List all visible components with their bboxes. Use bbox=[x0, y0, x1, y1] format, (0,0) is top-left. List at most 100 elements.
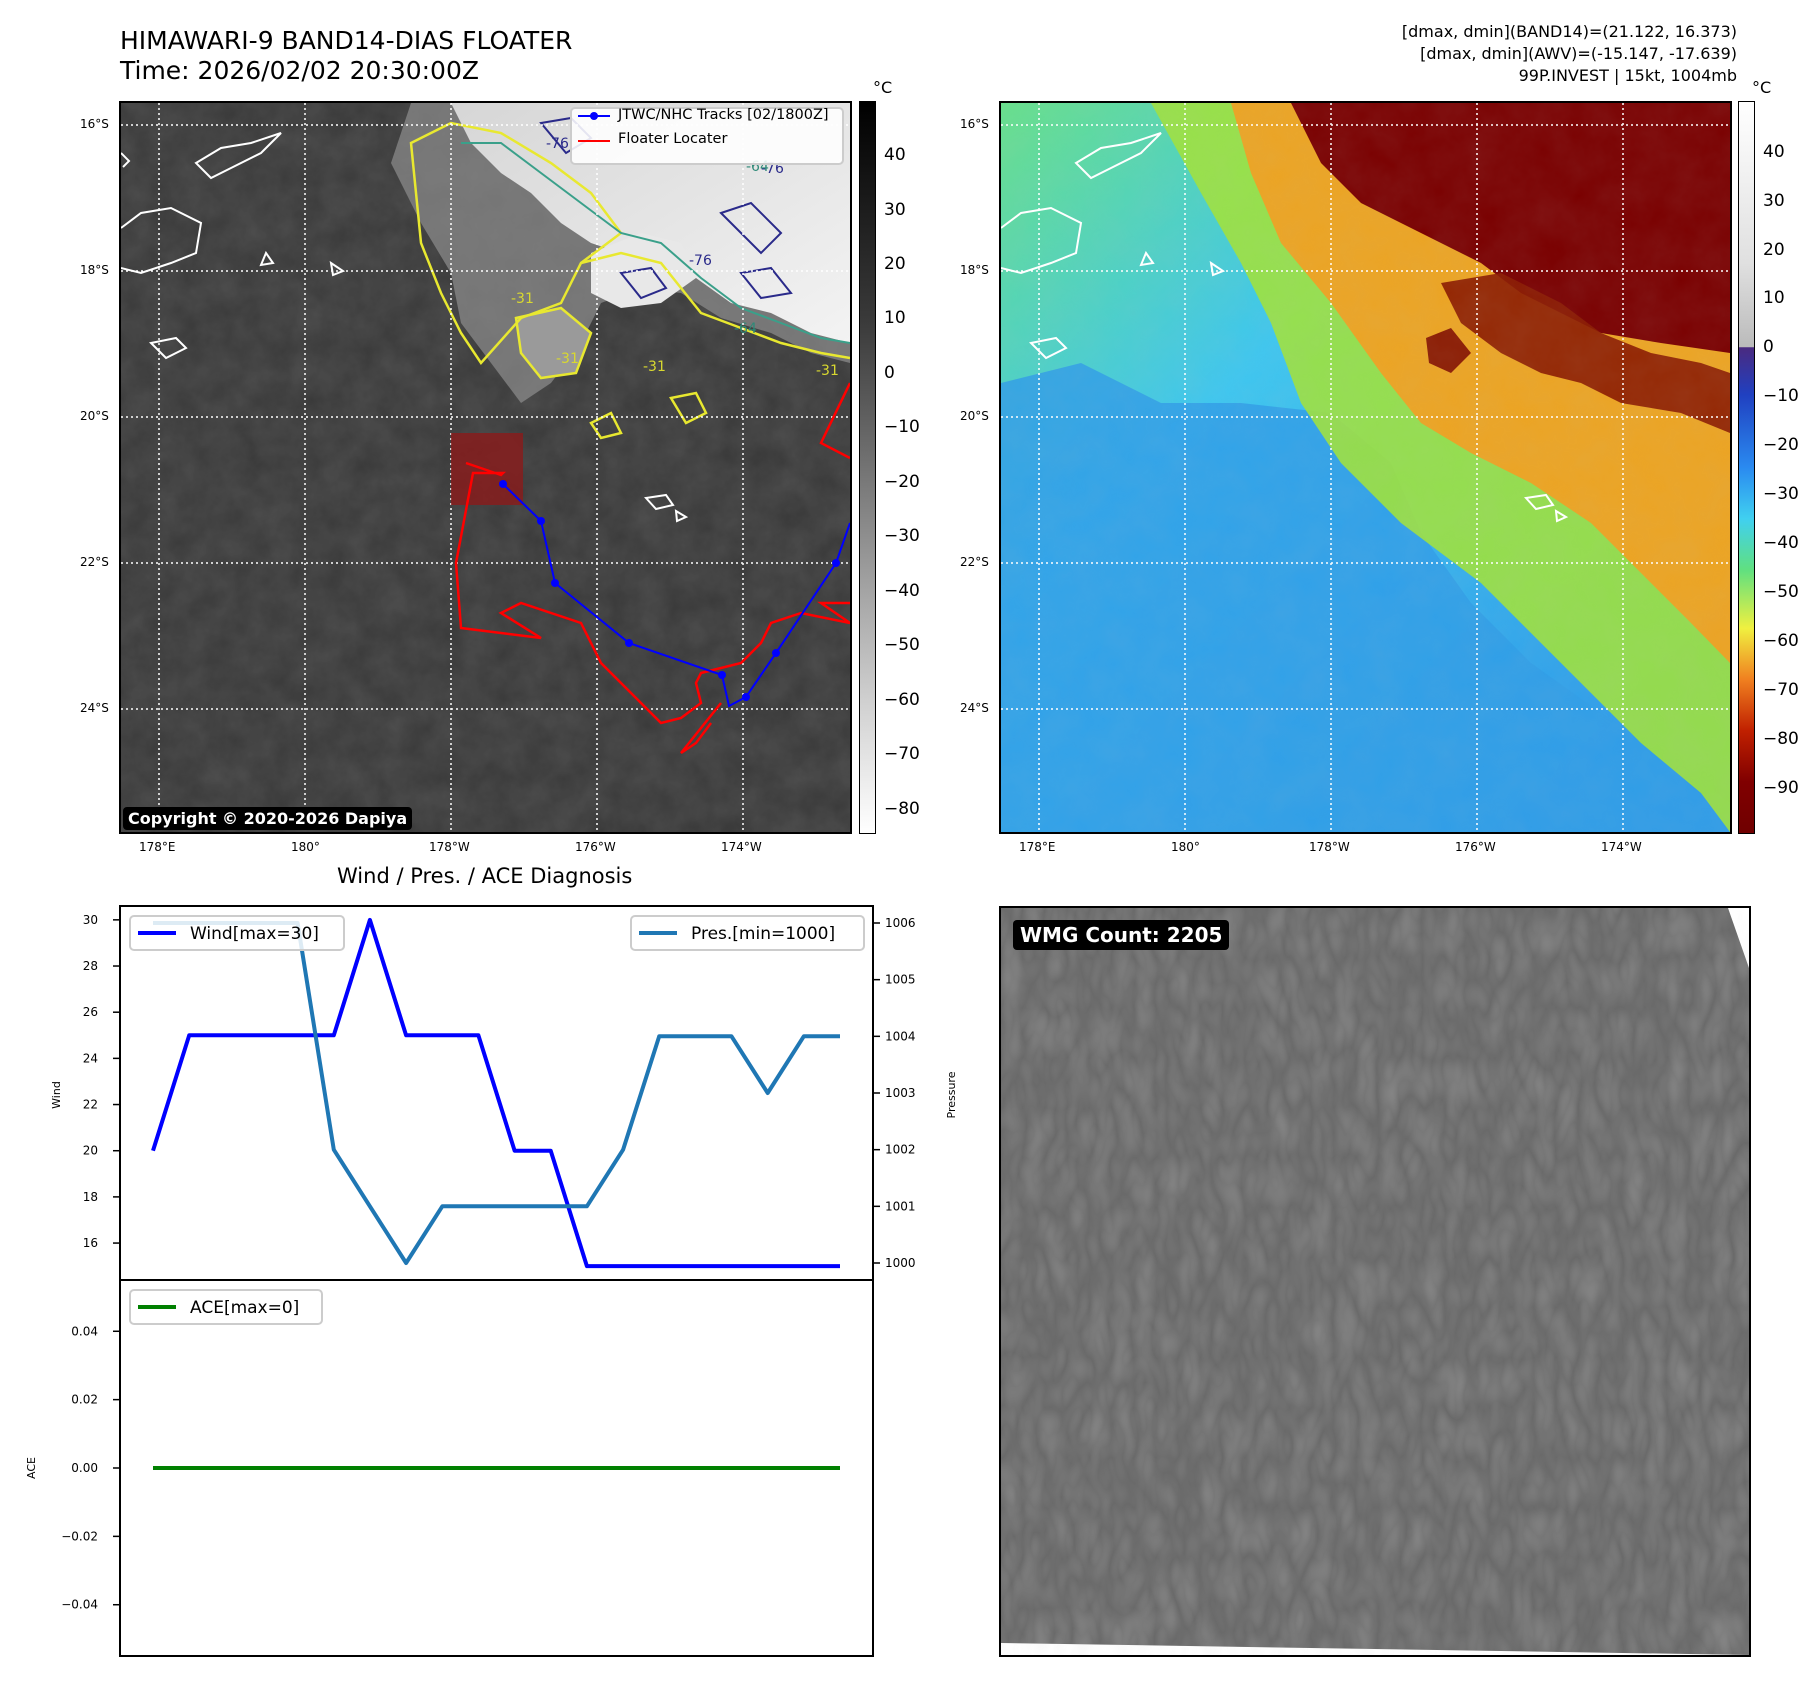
ir-lon-label-178w: 178°W bbox=[429, 840, 470, 854]
jtwc-track-line bbox=[502, 483, 850, 708]
awv-cb-tick: −60 bbox=[1763, 631, 1799, 651]
wmg-count-badge: WMG Count: 2205 bbox=[1013, 920, 1230, 950]
awv-cb-tick: −10 bbox=[1763, 386, 1799, 406]
contour-label-2: -76 bbox=[761, 161, 784, 177]
pressure-legend-box bbox=[630, 915, 865, 951]
floater-locater-path bbox=[454, 461, 850, 725]
floater-locater-path-2 bbox=[680, 702, 722, 755]
pressure-legend-label: Pres.[min=1000] bbox=[691, 924, 835, 944]
ace-axis-label: ACE bbox=[25, 1457, 38, 1479]
ir-lon-label-176w: 176°W bbox=[575, 840, 616, 854]
contour-label-9: -31 bbox=[816, 363, 839, 379]
wmg-texture bbox=[1001, 908, 1749, 1655]
ir-cb-tick: 0 bbox=[884, 363, 895, 383]
info-awv: [dmax, dmin](AWV)=(-15.147, -17.639) bbox=[1420, 44, 1737, 63]
pressure-tick-label: 1001 bbox=[885, 1199, 916, 1213]
figure-time: Time: 2026/02/02 20:30:00Z bbox=[120, 56, 479, 85]
wind-tick-label: 30 bbox=[83, 913, 98, 927]
contour-label-8: -31 bbox=[643, 359, 666, 375]
floater-locater-path-3 bbox=[819, 382, 850, 460]
wind-legend: Wind[max=30] bbox=[129, 915, 345, 951]
legend-track-label: JTWC/NHC Tracks [02/1800Z] bbox=[618, 107, 829, 123]
contour-yellow bbox=[409, 121, 623, 366]
ace-tick-label: 0.02 bbox=[71, 1393, 98, 1407]
ir-cb-tick: −30 bbox=[884, 526, 920, 546]
ir-lat-label-18s: 18°S bbox=[80, 263, 109, 277]
wmg-panel[interactable]: WMG Count: 2205 bbox=[999, 906, 1751, 1657]
jtwc-track-points bbox=[499, 480, 840, 701]
ir-cb-tick: −20 bbox=[884, 472, 920, 492]
awv-coastline-tonga bbox=[1524, 493, 1569, 523]
ace-legend: ACE[max=0] bbox=[129, 1289, 323, 1325]
ir-lat-label-22s: 22°S bbox=[80, 555, 109, 569]
diagnosis-title: Wind / Pres. / ACE Diagnosis bbox=[337, 864, 633, 888]
awv-cb-tick: −70 bbox=[1763, 680, 1799, 700]
ace-tick-label: −0.04 bbox=[61, 1598, 98, 1612]
awv-texture bbox=[1001, 103, 1730, 832]
ir-colorbar-unit: °C bbox=[873, 78, 893, 97]
awv-cb-tick: 0 bbox=[1763, 337, 1774, 357]
ir-cb-tick: 20 bbox=[884, 254, 906, 274]
ir-legend: JTWC/NHC Tracks [02/1800Z] Floater Locat… bbox=[570, 107, 844, 165]
wind-tick-label: 20 bbox=[83, 1144, 98, 1158]
awv-map-canvas bbox=[1001, 103, 1730, 832]
pressure-y-ticks: 1006 1005 1004 1003 1002 1001 1000 bbox=[873, 916, 916, 1270]
awv-cb-tick: 10 bbox=[1763, 288, 1785, 308]
ace-tick-label: −0.02 bbox=[61, 1529, 98, 1543]
awv-cb-tick: −40 bbox=[1763, 533, 1799, 553]
awv-lat-label-22s: 22°S bbox=[960, 555, 989, 569]
contour-yellow-2 bbox=[580, 251, 850, 360]
contour-label-7: -31 bbox=[511, 291, 534, 307]
pressure-tick-label: 1000 bbox=[885, 1256, 916, 1270]
ace-y-ticks: 0.04 0.02 0.00 −0.02 −0.04 bbox=[61, 1324, 120, 1612]
cloud-cell bbox=[516, 308, 591, 378]
wind-tick-label: 26 bbox=[83, 1005, 98, 1019]
awv-lon-label-180: 180° bbox=[1171, 840, 1200, 854]
wind-axis-label: Wind bbox=[50, 1081, 63, 1109]
awv-cb-tick: −20 bbox=[1763, 435, 1799, 455]
awv-cb-tick: −80 bbox=[1763, 729, 1799, 749]
awv-gridlines bbox=[1001, 103, 1730, 832]
info-band14: [dmax, dmin](BAND14)=(21.122, 16.373) bbox=[1401, 22, 1737, 41]
wind-legend-box bbox=[129, 915, 345, 951]
ir-map[interactable]: -76 -76 -76 -64 -64 -31 -31 -31 -31 bbox=[119, 101, 852, 834]
awv-lat-label-20s: 20°S bbox=[960, 409, 989, 423]
ir-lat-label-16s: 16°S bbox=[80, 117, 109, 131]
ace-tick-label: 0.00 bbox=[71, 1461, 98, 1475]
contour-label-6: -31 bbox=[556, 351, 579, 367]
ir-lon-label-180: 180° bbox=[291, 840, 320, 854]
ace-legend-box bbox=[129, 1289, 323, 1325]
ir-lat-label-20s: 20°S bbox=[80, 409, 109, 423]
coastline-vanua-levu bbox=[194, 132, 282, 180]
awv-cb-tick: −90 bbox=[1763, 778, 1799, 798]
ir-cb-tick: −80 bbox=[884, 799, 920, 819]
awv-cb-tick: 30 bbox=[1763, 191, 1785, 211]
ir-cb-tick: −60 bbox=[884, 690, 920, 710]
awv-colorbar bbox=[1738, 101, 1755, 834]
legend-floater-swatch bbox=[578, 140, 610, 142]
wind-tick-label: 18 bbox=[83, 1190, 98, 1204]
ir-cb-tick: −10 bbox=[884, 417, 920, 437]
pressure-legend: Pres.[min=1000] bbox=[630, 915, 865, 951]
ir-lat-label-24s: 24°S bbox=[80, 701, 109, 715]
ir-cb-tick: 40 bbox=[884, 145, 906, 165]
wind-tick-label: 24 bbox=[83, 1051, 98, 1065]
awv-cb-tick: 40 bbox=[1763, 142, 1785, 162]
awv-lat-label-16s: 16°S bbox=[960, 117, 989, 131]
contour-label-1: -76 bbox=[689, 253, 712, 269]
contour-label-3: -76 bbox=[546, 136, 569, 152]
ir-gridlines bbox=[121, 103, 850, 832]
awv-map[interactable] bbox=[999, 101, 1732, 834]
ir-cb-tick: 30 bbox=[884, 200, 906, 220]
awv-lon-label-176w: 176°W bbox=[1455, 840, 1496, 854]
ir-lon-label-178e: 178°E bbox=[139, 840, 176, 854]
contour-yellow-3 bbox=[514, 306, 593, 380]
awv-lat-label-18s: 18°S bbox=[960, 263, 989, 277]
ace-tick-label: 0.04 bbox=[71, 1324, 98, 1338]
wind-tick-label: 22 bbox=[83, 1098, 98, 1112]
info-storm: 99P.INVEST | 15kt, 1004mb bbox=[1518, 66, 1737, 85]
awv-cb-tick: −30 bbox=[1763, 484, 1799, 504]
wind-tick-label: 28 bbox=[83, 959, 98, 973]
